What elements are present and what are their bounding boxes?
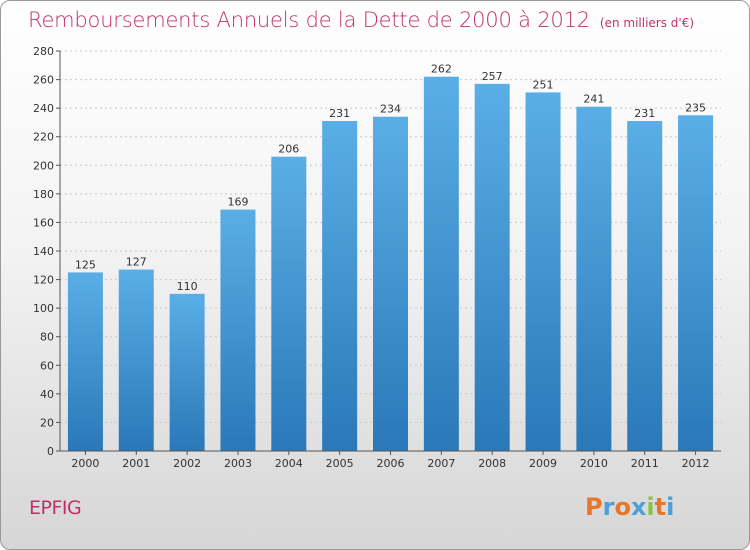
x-tick-label: 2011 [631,457,659,470]
bar [373,116,408,451]
data-label: 127 [126,256,147,269]
x-tick-label: 2012 [682,457,710,470]
data-label: 251 [533,78,554,91]
bar [576,106,612,451]
data-label: 241 [583,93,604,106]
y-tick-label: 200 [33,159,54,172]
bars [67,76,714,452]
y-tick-label: 140 [33,245,54,258]
x-tick-label: 2006 [377,457,405,470]
x-tick-label: 2003 [224,457,252,470]
logo-letter: P [585,493,603,521]
bar [118,269,154,451]
x-tick-label: 2009 [529,457,557,470]
data-label: 234 [380,103,401,116]
chart-title: Remboursements Annuels de la Dette de 20… [28,8,694,32]
y-tick-label: 240 [33,102,54,115]
y-tick-label: 160 [33,216,54,229]
data-label: 110 [177,280,198,293]
y-tick-label: 40 [40,388,54,401]
bar [423,76,459,451]
commune-name: EPFIG [29,497,82,519]
logo-letter: i [666,493,675,521]
chart-unit-label: (en milliers d'€) [599,16,695,30]
y-tick-label: 60 [40,359,54,372]
logo-letter: x [630,493,647,521]
y-tick-label: 280 [33,45,54,58]
x-tick-label: 2008 [478,457,506,470]
data-label: 262 [431,63,452,76]
y-tick-label: 260 [33,74,54,87]
data-label: 125 [75,258,96,271]
logo-letter: i [646,493,655,521]
x-tick-label: 2001 [122,457,150,470]
bar [271,156,307,451]
data-label: 257 [482,70,503,83]
data-label: 231 [634,107,655,120]
bar [67,272,103,451]
y-tick-label: 20 [40,416,54,429]
x-tick-label: 2005 [326,457,354,470]
bar [474,83,510,451]
x-tick-label: 2004 [275,457,303,470]
data-label: 231 [329,107,350,120]
y-tick-label: 0 [47,445,54,458]
axes: 0 20 40 60 80 100 120 140 160 180 200 220 240 260 280 2… [33,45,721,470]
y-tick-label: 80 [40,331,54,344]
logo-letter: o [614,493,631,521]
x-tick-label: 2002 [173,457,201,470]
data-labels: 125 127 110 169 206 231 234 262 257 251 241 231 235 [75,63,706,293]
x-tick-label: 2007 [427,457,455,470]
data-label: 235 [685,101,706,114]
y-tick-label: 100 [33,302,54,315]
bar [525,92,561,451]
logo-letter: t [654,493,667,521]
data-label: 206 [278,143,299,156]
y-tick-label: 180 [33,188,54,201]
data-label: 169 [227,196,248,209]
y-tick-label: 120 [33,274,54,287]
bar [322,121,358,451]
logo-letter: r [602,493,615,521]
bar [169,293,205,451]
bar [678,115,714,452]
bar [220,209,256,451]
y-tick-label: 220 [33,131,54,144]
proxiti-logo[interactable]: Proxiti [585,493,674,521]
bar [627,121,663,451]
x-tick-label: 2000 [71,457,99,470]
x-tick-label: 2010 [580,457,608,470]
chart-title-text: Remboursements Annuels de la Dette de 20… [28,8,590,32]
